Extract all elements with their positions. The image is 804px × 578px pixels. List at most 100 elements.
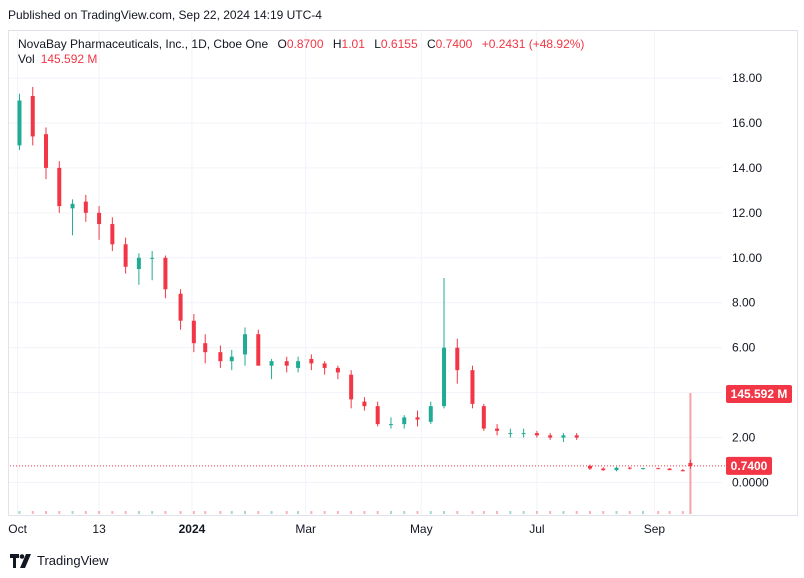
candle-body	[97, 212, 102, 225]
y-axis: 18.0016.0014.0012.0010.008.006.004.002.0…	[732, 71, 769, 490]
y-tick-label: 16.00	[732, 116, 762, 130]
chart-frame	[8, 30, 798, 516]
y-tick-label: 2.00	[732, 431, 756, 445]
candle-body	[256, 334, 261, 366]
candle-body	[70, 203, 75, 209]
volume-bar	[389, 511, 392, 514]
volume-bar	[285, 511, 288, 514]
candle-body	[335, 367, 340, 373]
candle-body	[17, 100, 22, 146]
candle-body	[614, 467, 619, 471]
volume-bar	[549, 511, 552, 514]
volume-bar	[456, 511, 459, 514]
close-value: 0.7400	[435, 37, 473, 51]
open-label: O	[277, 37, 287, 51]
y-tick-label: 0.0000	[732, 476, 769, 490]
volume-bar	[575, 511, 578, 514]
volume-bar	[98, 511, 101, 514]
candlesticks	[17, 86, 693, 472]
volume-bar	[535, 511, 538, 514]
candle-body	[163, 257, 168, 290]
volume-bar	[179, 511, 182, 514]
tradingview-brand[interactable]: TradingView	[10, 553, 109, 568]
x-tick-label: 2024	[179, 522, 206, 536]
brand-name: TradingView	[37, 553, 109, 568]
volume-bar	[429, 511, 432, 514]
candle-body	[455, 347, 460, 371]
candle-body	[362, 401, 367, 407]
candle-body	[495, 428, 500, 431]
x-tick-label: May	[410, 522, 433, 536]
volume-value: 145.592 M	[40, 52, 98, 66]
candle-body	[688, 462, 693, 466]
candle-body	[218, 352, 223, 362]
volume-bar	[615, 511, 618, 514]
volume-bar	[270, 511, 273, 514]
volume-bar	[204, 511, 207, 514]
volume-bar	[443, 511, 446, 514]
volume-bar	[31, 511, 34, 514]
volume-bar	[124, 511, 127, 514]
open-value: 0.8700	[286, 37, 324, 51]
candle-body	[402, 417, 407, 425]
candle-body	[349, 374, 354, 400]
volume-bar	[588, 511, 591, 514]
volume-bar	[376, 511, 379, 514]
candle-body	[680, 470, 685, 472]
candle-body	[587, 465, 592, 469]
volume-bar	[482, 511, 485, 514]
volume-bar	[336, 511, 339, 514]
volume-bar	[192, 511, 195, 514]
volume-bar	[642, 511, 645, 514]
candle-body	[269, 361, 274, 366]
last-price-tag	[726, 456, 772, 475]
symbol-description[interactable]: NovaBay Pharmaceuticals, Inc., 1D, Cboe …	[18, 37, 269, 51]
candle-body	[83, 201, 88, 213]
x-tick-label: Jul	[529, 522, 544, 536]
candle-body	[574, 435, 579, 438]
volume-bar	[416, 511, 419, 514]
volume-bar	[310, 511, 313, 514]
volume-bar	[18, 511, 21, 514]
volume-bar	[257, 511, 260, 514]
volume-bar	[151, 511, 154, 514]
volume-bar	[230, 511, 233, 514]
candle-body	[110, 224, 115, 245]
candle-body	[309, 358, 314, 364]
tradingview-logo-icon	[10, 553, 31, 568]
candle-body	[229, 356, 234, 362]
volume-bar	[323, 511, 326, 514]
candle-body	[667, 468, 672, 471]
x-axis: Oct 13 2024 Mar May Jul Sep	[8, 522, 665, 536]
published-header: Published on TradingView.com, Sep 22, 20…	[8, 8, 322, 22]
y-tick-label: 6.00	[732, 341, 756, 355]
close-label: C	[426, 37, 436, 51]
volume-bar	[509, 511, 512, 514]
volume-bar	[668, 511, 671, 514]
volume-bar	[562, 511, 565, 514]
candle-body	[136, 257, 141, 270]
volume-bar-last	[689, 393, 692, 514]
low-value: 0.6155	[380, 37, 418, 51]
candle-body	[203, 343, 208, 353]
candle-body	[428, 406, 433, 422]
volume-bar	[350, 511, 353, 514]
volume-bar	[363, 511, 366, 514]
candle-body	[284, 361, 289, 366]
volume-label: Vol	[18, 52, 35, 66]
low-label: L	[374, 37, 381, 51]
candle-body	[30, 95, 35, 137]
candle-body	[442, 347, 447, 407]
volume-bar	[164, 511, 167, 514]
change-value: +0.2431 (+48.92%)	[481, 37, 585, 51]
candle-body	[508, 433, 513, 435]
candle-body	[178, 293, 183, 321]
volume-bar	[244, 511, 247, 514]
y-tick-label: 14.00	[732, 161, 762, 175]
candle-body	[322, 363, 327, 368]
candle-body	[470, 370, 475, 404]
candle-body	[548, 435, 553, 438]
volume-bar	[45, 511, 48, 514]
volume-tag-label: 145.592 M	[731, 387, 788, 401]
